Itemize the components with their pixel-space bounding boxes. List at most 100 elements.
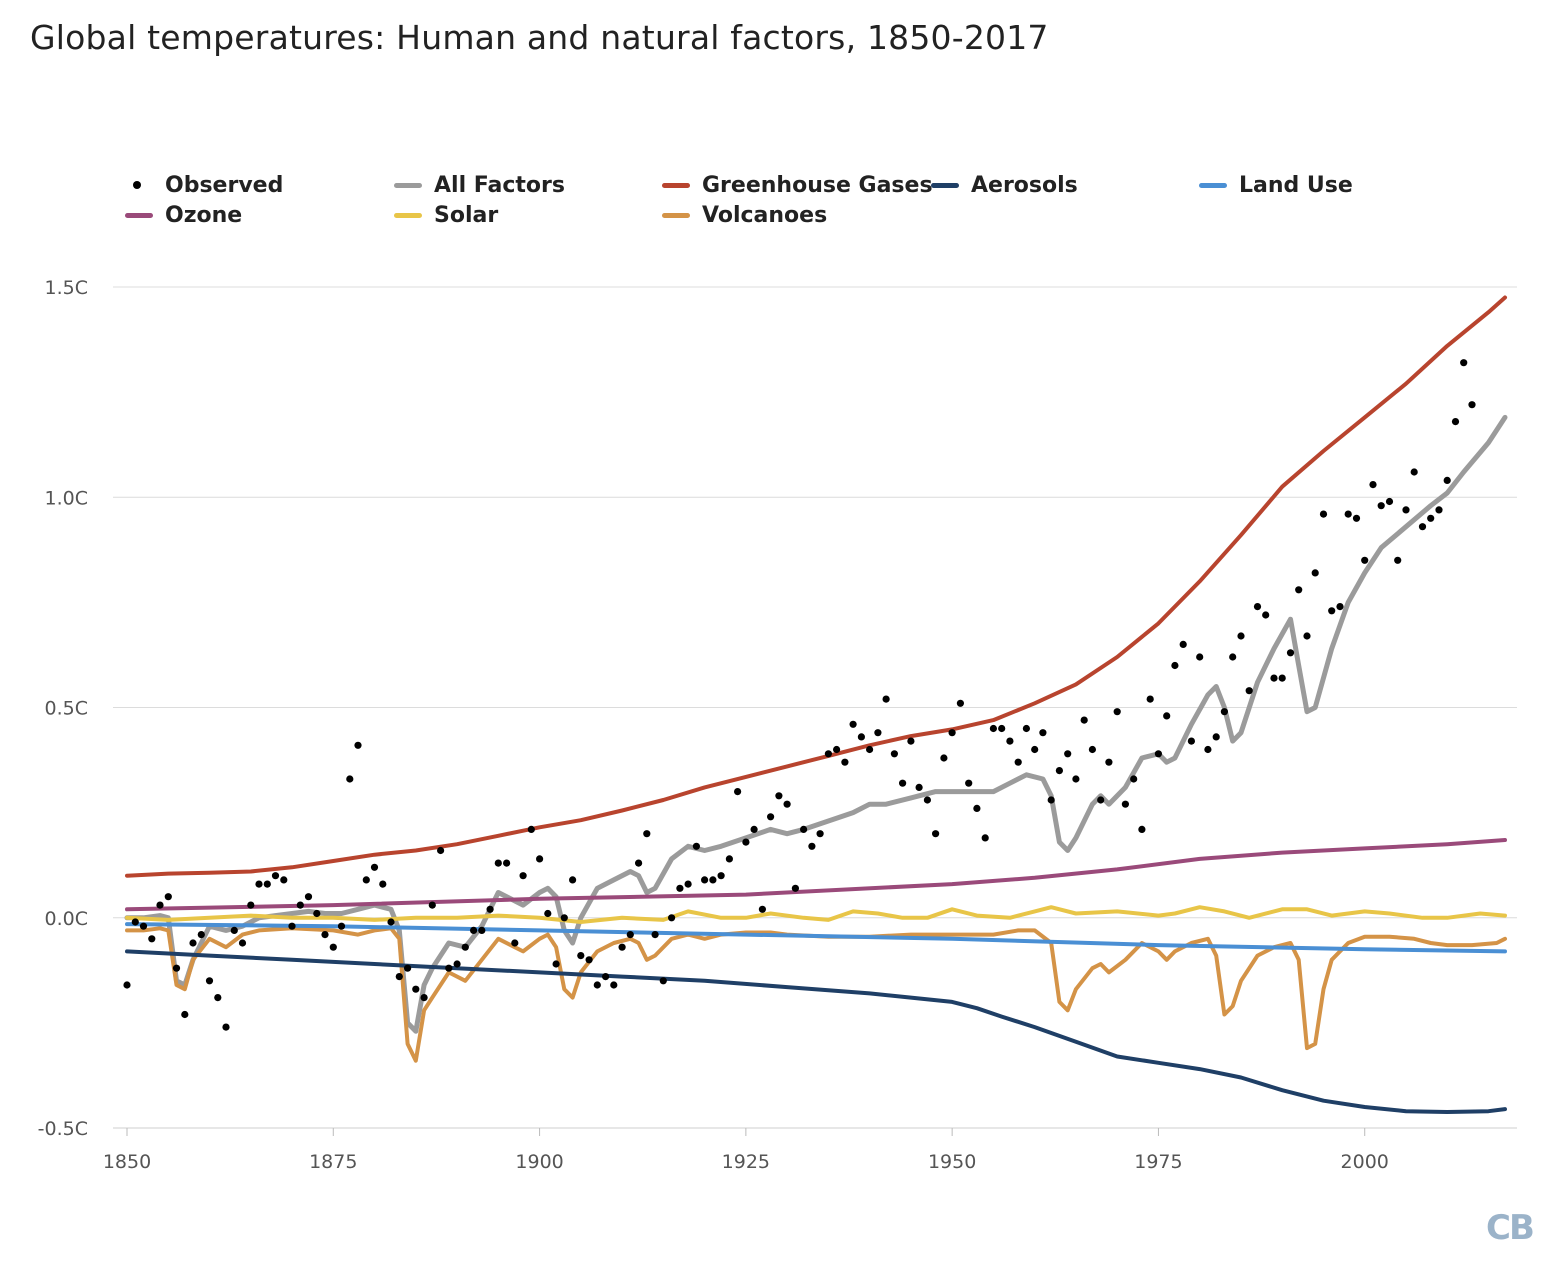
legend-item-greenhouse-gases: Greenhouse Gases: [662, 172, 933, 198]
observed-point: [1253, 603, 1262, 611]
observed-point: [189, 939, 197, 947]
legend-swatch-all-factors: [394, 182, 422, 188]
observed-point: [1377, 502, 1385, 510]
observed-point: [816, 830, 824, 838]
observed-point: [354, 741, 362, 749]
observed-point: [890, 750, 899, 758]
observed-point: [1418, 523, 1427, 531]
observed-point: [172, 964, 181, 972]
observed-point: [1130, 775, 1138, 783]
observed-point: [560, 914, 568, 922]
observed-point: [1039, 729, 1047, 737]
x-tick-label: 1950: [928, 1151, 976, 1173]
observed-point: [1385, 497, 1394, 506]
observed-point: [247, 901, 255, 909]
observed-point: [387, 918, 395, 926]
observed-point: [808, 842, 816, 850]
observed-point: [370, 863, 379, 871]
observed-point: [923, 796, 932, 804]
observed-point: [1369, 481, 1377, 489]
observed-point: [758, 905, 767, 913]
x-tick-label: 1900: [515, 1151, 563, 1173]
observed-point: [734, 788, 742, 796]
observed-point: [271, 872, 280, 880]
legend-label-solar: Solar: [434, 202, 499, 228]
observed-point: [527, 825, 535, 834]
observed-point: [255, 880, 263, 888]
observed-point: [511, 939, 519, 947]
observed-point: [1237, 632, 1245, 640]
series-line-land-use: [125, 922, 1507, 954]
observed-point: [932, 830, 940, 838]
legend-label-greenhouse-gases: Greenhouse Gases: [702, 172, 933, 198]
observed-point: [1080, 716, 1088, 724]
observed-point: [544, 909, 552, 918]
observed-point: [956, 699, 965, 707]
observed-point: [684, 880, 692, 888]
observed-point: [1311, 569, 1319, 577]
observed-point: [1072, 775, 1080, 783]
observed-point: [181, 1010, 189, 1019]
series-line-volcanoes: [125, 926, 1507, 1063]
observed-point: [783, 800, 791, 808]
legend-label-aerosols: Aerosols: [971, 172, 1078, 198]
observed-point: [230, 926, 238, 935]
observed-point: [1435, 506, 1443, 514]
observed-point: [346, 775, 354, 783]
observed-point: [833, 745, 841, 754]
observed-point: [1270, 674, 1278, 682]
observed-point: [709, 876, 717, 884]
observed-point: [626, 931, 634, 939]
y-tick-label: 0.5C: [45, 698, 88, 720]
observed-point: [676, 884, 684, 892]
chart-legend: Observed All Factors Greenhouse Gases Ae…: [0, 0, 1562, 240]
observed-point: [849, 720, 857, 728]
observed-point: [412, 985, 420, 993]
observed-point: [453, 960, 461, 968]
legend-swatch-observed: [125, 180, 153, 189]
observed-point: [337, 922, 346, 930]
series-lines: [124, 295, 1508, 1114]
observed-point: [461, 943, 469, 951]
observed-point: [981, 834, 989, 842]
observed-point: [1262, 611, 1270, 619]
observed-point: [1121, 800, 1129, 808]
observed-point: [329, 943, 337, 951]
observed-point: [503, 859, 511, 867]
observed-point: [519, 872, 527, 880]
observed-point: [379, 880, 387, 888]
observed-point: [1047, 796, 1055, 804]
observed-point: [635, 859, 643, 867]
series-line-aerosols: [125, 949, 1507, 1114]
observed-point: [1328, 607, 1336, 615]
observed-point: [692, 842, 701, 850]
observed-point: [1352, 514, 1361, 522]
observed-point: [1187, 737, 1195, 745]
observed-point: [742, 838, 750, 846]
observed-point: [1295, 586, 1303, 594]
observed-point: [552, 960, 560, 968]
observed-point: [750, 825, 758, 834]
observed-point: [428, 901, 436, 909]
observed-point: [791, 884, 800, 892]
observed-point: [486, 905, 494, 913]
observed-point: [1163, 712, 1171, 720]
x-tick-label: 2000: [1341, 1151, 1389, 1173]
observed-points: [123, 359, 1476, 1031]
legend-item-land-use: Land Use: [1199, 172, 1353, 198]
observed-point: [800, 825, 808, 834]
legend-item-volcanoes: Volcanoes: [662, 202, 827, 228]
y-tick-label: 0.0C: [45, 908, 88, 930]
observed-point: [222, 1023, 230, 1031]
legend-swatch-aerosols: [931, 182, 959, 188]
observed-point: [1319, 510, 1328, 518]
observed-point: [767, 813, 775, 821]
carbon-brief-logo: CB: [1486, 1208, 1535, 1248]
legend-label-observed: Observed: [165, 172, 284, 198]
observed-point: [1006, 737, 1014, 745]
observed-point: [1204, 745, 1212, 754]
observed-point: [131, 918, 139, 926]
observed-point: [973, 804, 981, 813]
observed-point: [643, 830, 651, 838]
observed-point: [577, 952, 585, 960]
